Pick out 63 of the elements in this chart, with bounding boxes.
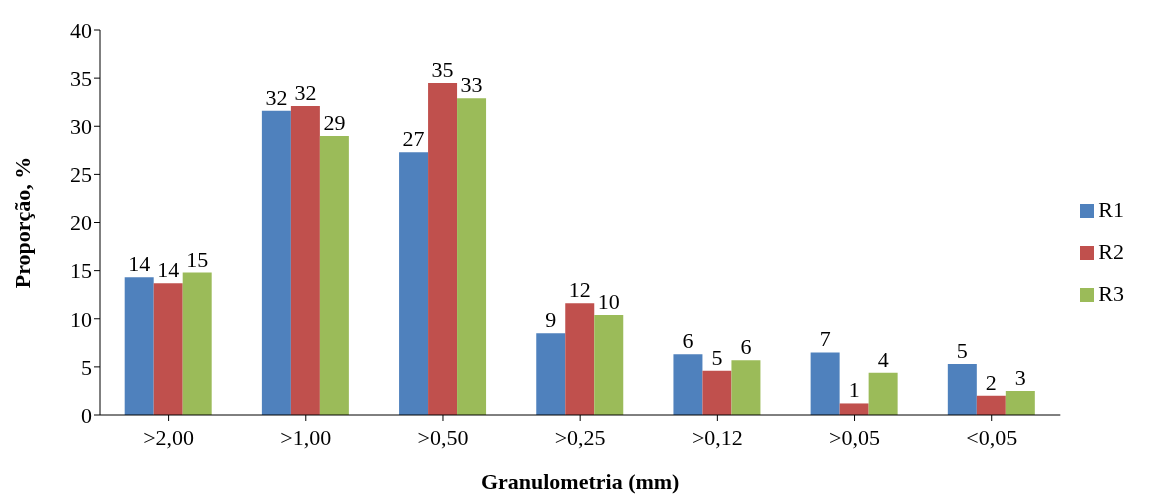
y-tick-label: 20: [70, 210, 92, 236]
bar: [976, 395, 1006, 415]
bar: [565, 303, 595, 415]
y-tick-label: 10: [70, 306, 92, 332]
y-tick-label: 5: [81, 354, 92, 380]
bar: [261, 110, 291, 415]
data-label: 6: [740, 334, 752, 360]
data-label: 15: [186, 246, 209, 272]
bar: [319, 135, 349, 415]
bar: [182, 272, 212, 415]
bar: [673, 354, 703, 415]
data-label: 7: [819, 326, 831, 352]
bar: [457, 98, 487, 415]
y-tick-label: 30: [70, 114, 92, 140]
x-tick-label: >0,12: [691, 424, 743, 450]
data-label: 2: [985, 369, 997, 395]
y-tick-label: 15: [70, 258, 92, 284]
data-label: 35: [431, 56, 454, 82]
y-axis-title: Proporção, %: [9, 156, 35, 289]
data-label: 10: [597, 288, 620, 314]
data-label: 33: [460, 72, 483, 98]
data-label: 14: [128, 251, 151, 277]
data-label: 1: [848, 377, 860, 403]
data-label: 12: [568, 277, 591, 303]
bar: [290, 106, 320, 415]
bar: [124, 277, 154, 415]
bar: [702, 370, 732, 415]
legend-label: R2: [1098, 238, 1124, 264]
x-tick-label: >2,00: [143, 424, 195, 450]
data-label: 4: [877, 346, 889, 372]
bar: [594, 314, 624, 415]
y-tick-label: 40: [70, 17, 92, 43]
data-label: 32: [265, 84, 288, 110]
x-tick-label: <0,05: [966, 424, 1018, 450]
x-tick-label: >1,00: [280, 424, 332, 450]
legend-label: R1: [1098, 196, 1124, 222]
data-label: 3: [1014, 364, 1026, 390]
bar: [153, 283, 183, 415]
x-axis-title: Granulometria (mm): [480, 468, 680, 494]
y-tick-label: 25: [70, 162, 92, 188]
data-label: 5: [956, 337, 968, 363]
data-label: 29: [323, 109, 346, 135]
x-tick-label: >0,05: [829, 424, 880, 450]
bar: [1005, 390, 1035, 415]
data-label: 9: [545, 307, 557, 333]
y-tick-label: 35: [70, 65, 92, 91]
bar: [868, 372, 898, 415]
bar: [839, 403, 869, 415]
data-label: 32: [294, 80, 317, 106]
data-label: 6: [682, 328, 694, 354]
bar: [731, 360, 761, 415]
legend-label: R3: [1098, 280, 1124, 306]
bar: [399, 152, 429, 415]
bar: [947, 363, 977, 415]
data-label: 5: [711, 344, 723, 370]
bar: [536, 333, 566, 415]
data-label: 27: [402, 126, 425, 152]
bar: [810, 352, 840, 415]
y-tick-label: 0: [81, 402, 92, 428]
bar: [428, 82, 458, 415]
data-label: 14: [157, 257, 180, 283]
x-tick-label: >0,25: [554, 424, 606, 450]
x-tick-label: >0,50: [417, 424, 469, 450]
